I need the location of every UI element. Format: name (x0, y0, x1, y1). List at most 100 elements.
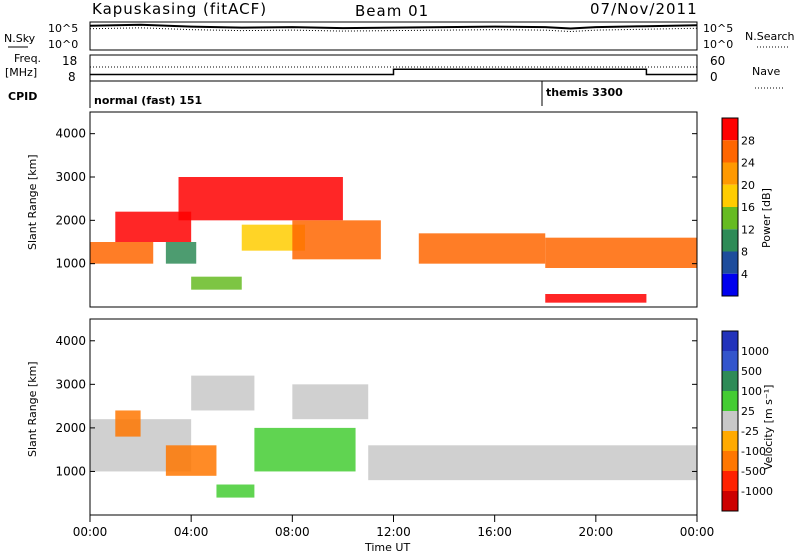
power-colorbar-label: Power [dB] (760, 188, 773, 248)
freq-label-line1: Freq. (14, 52, 41, 65)
velocity-colorbar-frame (721, 330, 739, 512)
power-band-3 (191, 276, 242, 290)
velocity-band-2 (115, 410, 141, 437)
freq-ytick-top: 18 (62, 54, 77, 68)
velocity-ylabel: Slant Range [km] (26, 361, 39, 457)
velocity-colorbar-tick-label: 500 (741, 365, 762, 378)
beam-title: Beam 01 (355, 2, 429, 20)
time-axis: 00:00 04:00 08:00 12:00 16:00 20:00 00:00 (73, 515, 715, 539)
noise-panel (89, 21, 698, 51)
power-band-9 (545, 294, 647, 303)
power-colorbar-tick-label: 8 (741, 246, 748, 259)
noise-ytick-top: 10^5 (48, 22, 78, 35)
noise-right-ytick-top: 10^5 (703, 22, 733, 35)
velocity-band-6 (368, 445, 697, 481)
power-colorbar-swatch (722, 251, 738, 274)
velocity-colorbar-tick-label: 100 (741, 385, 762, 398)
velocity-band-4 (254, 427, 356, 472)
power-ytick-label: 1000 (55, 257, 86, 271)
velocity-ytick-label: 4000 (55, 334, 86, 348)
velocity-band-5 (292, 384, 369, 420)
velocity-colorbar-tick-label: -100 (741, 445, 766, 458)
nave-ytick-bottom: 0 (710, 70, 718, 84)
power-colorbar-swatch (722, 118, 738, 141)
nave-ytick-top: 60 (710, 54, 725, 68)
velocity-colorbar-swatch (722, 471, 738, 491)
nave-label: Nave (752, 65, 780, 78)
velocity-colorbar: 1000 500 100 25 -25 -100 -500 -1000 (721, 330, 773, 512)
power-colorbar-swatch (722, 229, 738, 252)
velocity-ytick-label: 1000 (55, 464, 86, 478)
power-band-5 (178, 177, 343, 221)
time-tick-label: 20:00 (579, 525, 614, 539)
time-tick-label: 00:00 (73, 525, 108, 539)
power-colorbar-tick-label: 4 (741, 268, 748, 281)
frequency-trace (90, 68, 697, 76)
velocity-colorbar-tick-label: 25 (741, 405, 755, 418)
power-colorbar-swatch (722, 140, 738, 163)
nsky-label: N.Sky (4, 32, 36, 45)
velocity-ytick-label: 3000 (55, 377, 86, 391)
power-yaxis: 1000 2000 3000 4000 (55, 127, 697, 271)
velocity-yaxis: 1000 2000 3000 4000 (55, 334, 697, 478)
power-colorbar-swatch (722, 273, 738, 296)
velocity-colorbar-swatch (722, 491, 738, 511)
power-colorbar-tick-label: 20 (741, 179, 755, 192)
time-tick-label: 16:00 (477, 525, 512, 539)
velocity-colorbar-swatch (722, 391, 738, 411)
time-tick-label: 12:00 (376, 525, 411, 539)
power-colorbar-swatch (722, 184, 738, 207)
power-ytick-label: 2000 (55, 213, 86, 227)
freq-ytick-bottom: 8 (68, 70, 76, 84)
power-ytick-label: 4000 (55, 127, 86, 141)
velocity-heatmap (90, 375, 697, 498)
power-band-6 (292, 220, 381, 260)
cpid-first: normal (fast) 151 (94, 94, 202, 107)
velocity-colorbar-swatch (722, 331, 738, 351)
frequency-traces (90, 66, 697, 76)
velocity-band-1 (165, 445, 217, 476)
power-heatmap (90, 177, 697, 303)
power-band-2 (165, 242, 197, 264)
power-colorbar-tick-label: 28 (741, 134, 755, 147)
noise-ytick-bottom: 10^0 (48, 38, 78, 51)
power-colorbar-frame (721, 117, 739, 297)
velocity-colorbar-swatch (722, 451, 738, 471)
velocity-colorbar-swatch (722, 431, 738, 451)
power-colorbar-tick-label: 16 (741, 201, 755, 214)
nsky-trace (89, 23, 698, 30)
velocity-panel (89, 318, 698, 516)
power-band-8 (545, 237, 697, 268)
station-title: Kapuskasing (fitACF) (92, 0, 267, 18)
power-band-0 (90, 242, 154, 264)
velocity-band-3 (191, 375, 255, 411)
power-band-7 (418, 233, 546, 264)
velocity-band-7 (216, 484, 255, 498)
power-colorbar-tick-label: 12 (741, 223, 755, 236)
time-tick-label: 08:00 (275, 525, 310, 539)
time-tick-label: 04:00 (174, 525, 209, 539)
date-title: 07/Nov/2011 (590, 0, 698, 18)
velocity-colorbar-swatch (722, 411, 738, 431)
velocity-ytick-label: 2000 (55, 421, 86, 435)
power-panel (89, 111, 698, 308)
power-ytick-label: 3000 (55, 170, 86, 184)
cpid-label: CPID (8, 90, 37, 103)
freq-label-line2: [MHz] (5, 66, 37, 79)
nsearch-label: N.Search (745, 30, 795, 43)
velocity-colorbar-swatch (722, 351, 738, 371)
power-ylabel: Slant Range [km] (26, 154, 39, 250)
time-tick-label: 00:00 (680, 525, 715, 539)
velocity-colorbar-tick-label: -25 (741, 425, 759, 438)
power-colorbar-tick-label: 24 (741, 157, 755, 170)
velocity-colorbar-label: Velocity [m s⁻¹] (762, 385, 775, 470)
nsearch-trace (89, 27, 698, 33)
velocity-colorbar-swatch (722, 371, 738, 391)
noise-right-ytick-bottom: 10^0 (703, 38, 733, 51)
power-colorbar: 28 24 20 16 12 8 4 (721, 117, 755, 297)
power-colorbar-swatch (722, 207, 738, 230)
velocity-colorbar-tick-label: -1000 (741, 485, 773, 498)
noise-traces (89, 23, 698, 33)
time-axis-label: Time UT (364, 541, 410, 554)
